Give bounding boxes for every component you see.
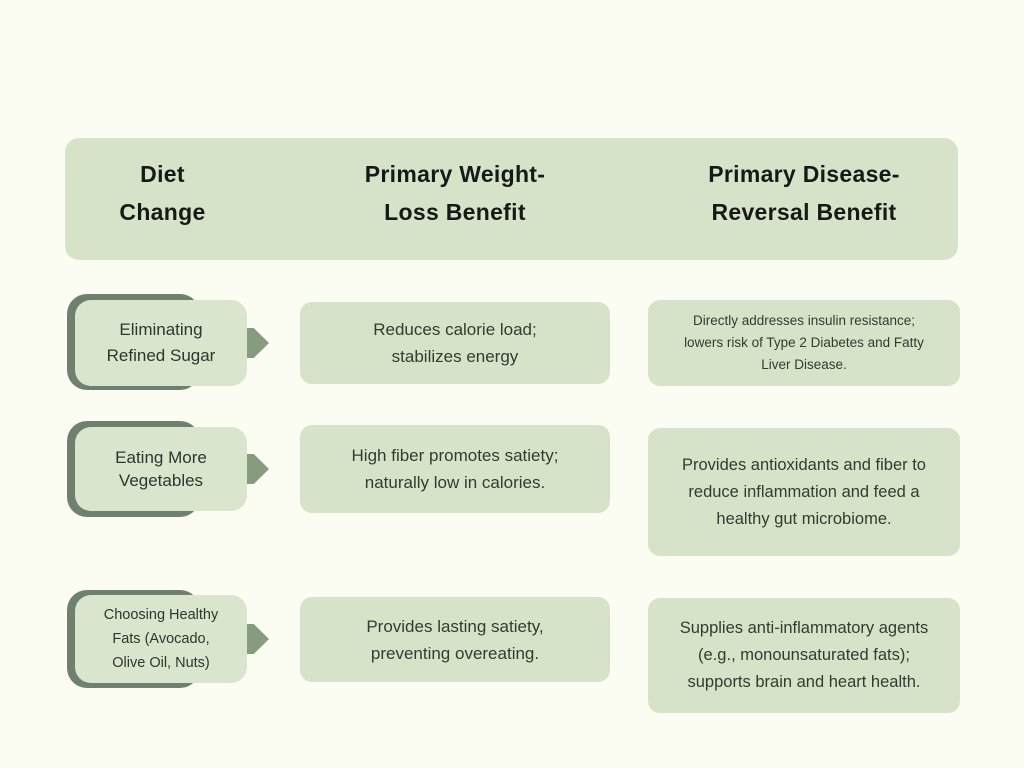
- column-header-weight-loss-benefit: Primary Weight- Loss Benefit: [364, 161, 546, 225]
- column-header-disease-reversal-benefit: Primary Disease- Reversal Benefit: [708, 161, 900, 225]
- disease-reversal-benefit-cell: Supplies anti-inflammatory agents (e.g.,…: [648, 598, 960, 713]
- weight-loss-benefit-cell: High fiber promotes satiety; naturally l…: [300, 425, 610, 513]
- weight-loss-benefit-cell: Provides lasting satiety, preventing ove…: [300, 597, 610, 682]
- diet-change-label: Choosing Healthy Fats (Avocado, Olive Oi…: [75, 595, 247, 683]
- table-header: Diet Change Primary Weight- Loss Benefit…: [65, 138, 958, 260]
- weight-loss-benefit-cell: Reduces calorie load; stabilizes energy: [300, 302, 610, 384]
- diet-change-label: Eliminating Refined Sugar: [75, 300, 247, 386]
- column-header-diet-change: Diet Change: [119, 161, 206, 225]
- disease-reversal-benefit-cell: Provides antioxidants and fiber to reduc…: [648, 428, 960, 556]
- diet-change-label: Eating More Vegetables: [75, 427, 247, 511]
- disease-reversal-benefit-cell: Directly addresses insulin resistance; l…: [648, 300, 960, 386]
